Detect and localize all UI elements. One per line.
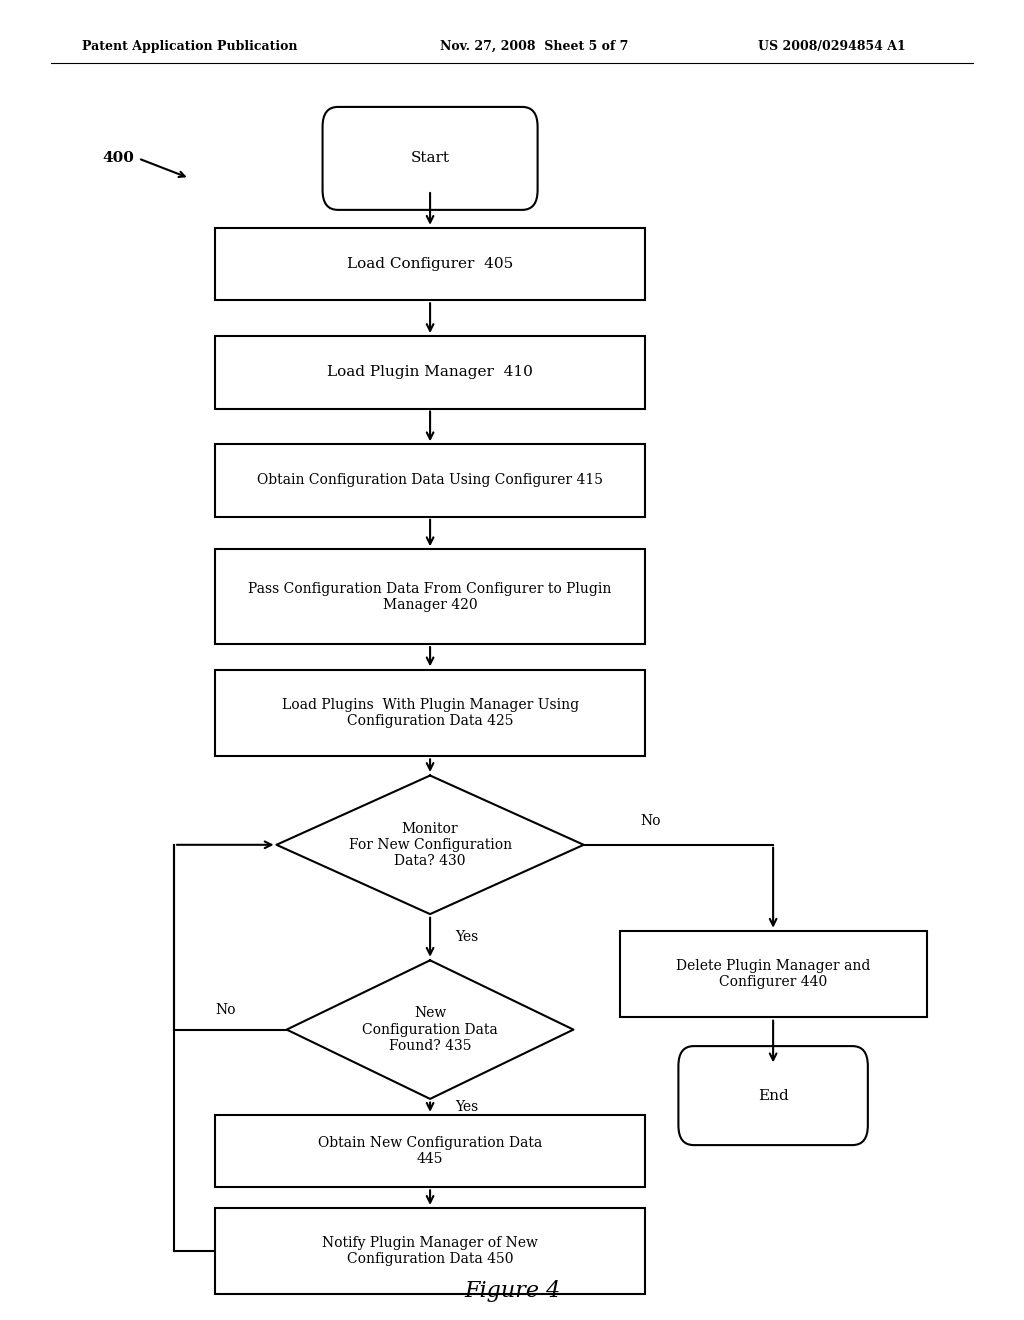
FancyBboxPatch shape — [215, 549, 645, 644]
Polygon shape — [287, 961, 573, 1098]
Text: Load Plugins  With Plugin Manager Using
Configuration Data 425: Load Plugins With Plugin Manager Using C… — [282, 698, 579, 727]
Text: Load Plugin Manager  410: Load Plugin Manager 410 — [327, 366, 534, 379]
FancyBboxPatch shape — [215, 1114, 645, 1188]
Text: New
Configuration Data
Found? 435: New Configuration Data Found? 435 — [362, 1006, 498, 1053]
Text: 400: 400 — [102, 152, 134, 165]
Text: Load Configurer  405: Load Configurer 405 — [347, 257, 513, 271]
Text: US 2008/0294854 A1: US 2008/0294854 A1 — [758, 40, 905, 53]
FancyBboxPatch shape — [215, 671, 645, 755]
Text: Notify Plugin Manager of New
Configuration Data 450: Notify Plugin Manager of New Configurati… — [323, 1237, 538, 1266]
Polygon shape — [276, 776, 584, 913]
Text: Nov. 27, 2008  Sheet 5 of 7: Nov. 27, 2008 Sheet 5 of 7 — [440, 40, 629, 53]
Text: No: No — [215, 1003, 236, 1016]
Text: Pass Configuration Data From Configurer to Plugin
Manager 420: Pass Configuration Data From Configurer … — [249, 582, 611, 611]
FancyBboxPatch shape — [215, 227, 645, 300]
FancyBboxPatch shape — [215, 444, 645, 516]
FancyBboxPatch shape — [620, 932, 927, 1016]
FancyBboxPatch shape — [215, 335, 645, 409]
Text: Obtain Configuration Data Using Configurer 415: Obtain Configuration Data Using Configur… — [257, 474, 603, 487]
Text: Yes: Yes — [456, 931, 479, 944]
Text: Patent Application Publication: Patent Application Publication — [82, 40, 297, 53]
Text: Figure 4: Figure 4 — [464, 1280, 560, 1302]
FancyBboxPatch shape — [678, 1045, 867, 1144]
FancyBboxPatch shape — [323, 107, 538, 210]
Text: Delete Plugin Manager and
Configurer 440: Delete Plugin Manager and Configurer 440 — [676, 960, 870, 989]
Text: Obtain New Configuration Data
445: Obtain New Configuration Data 445 — [318, 1137, 542, 1166]
Text: Yes: Yes — [456, 1100, 479, 1114]
Text: End: End — [758, 1089, 788, 1102]
FancyBboxPatch shape — [215, 1209, 645, 1294]
Text: Start: Start — [411, 152, 450, 165]
Text: No: No — [640, 814, 660, 828]
Text: Monitor
For New Configuration
Data? 430: Monitor For New Configuration Data? 430 — [348, 821, 512, 869]
